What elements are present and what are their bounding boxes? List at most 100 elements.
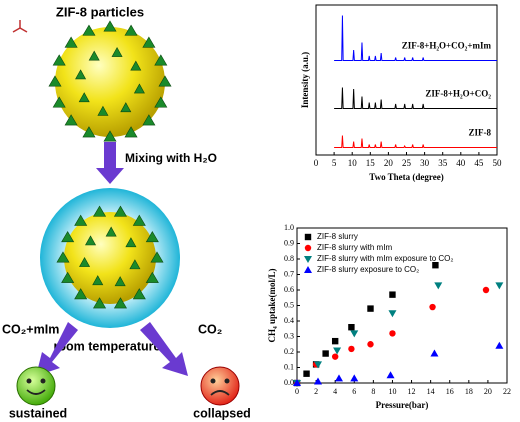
- tetrahedron: [56, 251, 70, 263]
- x-tick-label: 10: [388, 387, 396, 396]
- point: [314, 361, 322, 369]
- x-tick-label: 25: [402, 158, 412, 168]
- y-tick-label: 0.2: [284, 347, 294, 356]
- point: [429, 303, 436, 311]
- y-tick-label: 0.7: [284, 269, 294, 278]
- point: [322, 350, 329, 357]
- x-tick-label: 20: [484, 387, 492, 396]
- x-tick-label: 22: [503, 387, 511, 396]
- xrd-line: [334, 15, 497, 61]
- point: [389, 291, 396, 298]
- x-tick-label: 15: [366, 158, 376, 168]
- x-tick-label: 18: [465, 387, 473, 396]
- legend-label: ZIF-8 slurry with mIm: [317, 243, 392, 252]
- point: [335, 374, 343, 382]
- tetrahedron: [88, 50, 100, 61]
- x-tick-label: 35: [438, 158, 448, 168]
- point: [333, 347, 342, 355]
- tetrahedron: [145, 271, 159, 283]
- x-tick-label: 16: [446, 387, 454, 396]
- x-axis-title: Two Theta (degree): [369, 172, 444, 182]
- tetrahedron: [158, 75, 172, 87]
- y-tick-label: 0.6: [284, 285, 294, 294]
- tetrahedron: [75, 69, 87, 80]
- point: [350, 374, 359, 382]
- x-tick-label: 0: [314, 158, 319, 168]
- arrow-right: [140, 322, 188, 376]
- tetrahedron: [61, 271, 75, 283]
- tetrahedron: [154, 96, 168, 108]
- tetrahedron: [103, 20, 117, 32]
- x-tick-label: 10: [348, 158, 358, 168]
- tetrahedron: [92, 275, 104, 286]
- point: [314, 377, 322, 385]
- arrow-down: [96, 142, 124, 184]
- tetrahedron: [93, 205, 107, 217]
- point: [388, 310, 397, 318]
- point: [386, 371, 395, 379]
- tetrahedron: [129, 259, 141, 270]
- legend-marker: [304, 233, 312, 241]
- point: [303, 370, 310, 377]
- tetrahedron: [52, 96, 66, 108]
- particle-sphere: [55, 27, 165, 137]
- point: [293, 379, 301, 386]
- x-tick-label: 40: [456, 158, 466, 168]
- x-tick-label: 12: [408, 387, 416, 396]
- y-tick-label: 1.0: [284, 223, 294, 232]
- series-label: ZIF-8: [469, 128, 492, 138]
- tetrahedron: [125, 237, 137, 248]
- y-tick-label: 0.3: [284, 331, 294, 340]
- x-tick-label: 2: [314, 387, 318, 396]
- x-tick-label: 8: [371, 387, 375, 396]
- tetrahedron: [124, 126, 138, 138]
- tetrahedron: [154, 54, 168, 66]
- x-tick-label: 45: [474, 158, 484, 168]
- tetrahedron: [82, 24, 96, 36]
- point: [495, 341, 504, 349]
- point: [331, 337, 339, 345]
- tetrahedron: [114, 276, 126, 287]
- tetrahedron: [132, 288, 146, 300]
- point: [367, 341, 374, 348]
- tetrahedron: [74, 214, 88, 226]
- y-tick-label: 0.4: [284, 316, 294, 325]
- tetrahedron: [105, 226, 117, 237]
- y-tick-label: 0.0: [284, 378, 294, 387]
- point: [495, 282, 504, 290]
- left-gas: CO₂+mIm: [2, 322, 59, 336]
- x-tick-label: 30: [420, 158, 430, 168]
- point: [350, 330, 359, 338]
- legend-marker: [304, 256, 312, 263]
- happy-face: [16, 366, 56, 406]
- schematic: ZIF-8 particles Mixing with H₂O room tem…: [2, 4, 251, 420]
- y-tick-label: 0.9: [284, 238, 294, 247]
- tetrahedron: [150, 251, 164, 263]
- molecule-icon: [12, 20, 28, 33]
- tetrahedron: [64, 36, 78, 48]
- right-result: collapsed: [193, 406, 251, 420]
- tetrahedron: [52, 54, 66, 66]
- left-result: sustained: [9, 406, 67, 420]
- y-tick-label: 0.1: [284, 362, 294, 371]
- condition-label: room temperature: [54, 339, 161, 353]
- tetrahedron: [79, 256, 91, 267]
- particles-label: ZIF-8 particles: [56, 4, 144, 19]
- x-tick-label: 14: [427, 387, 435, 396]
- x-axis-title: Pressure(bar): [376, 400, 429, 410]
- legend-marker: [304, 266, 312, 273]
- tetrahedron: [78, 92, 90, 103]
- y-axis-title: Intensity (a.u.): [300, 52, 310, 108]
- tetrahedron: [130, 60, 142, 71]
- particle-sphere: [64, 212, 156, 304]
- tetrahedron: [145, 231, 159, 243]
- sad-face: [200, 366, 240, 406]
- tetrahedron: [64, 114, 78, 126]
- legend-label: ZIF-8 slurry exposure to CO₂: [317, 265, 419, 274]
- legend-marker: [304, 244, 312, 252]
- tetrahedron: [124, 24, 138, 36]
- series-label: ZIF-8+H₂O+CO₂: [425, 89, 491, 99]
- x-tick-label: 6: [352, 387, 356, 396]
- tetrahedron: [120, 102, 132, 113]
- xrd-line: [334, 87, 497, 109]
